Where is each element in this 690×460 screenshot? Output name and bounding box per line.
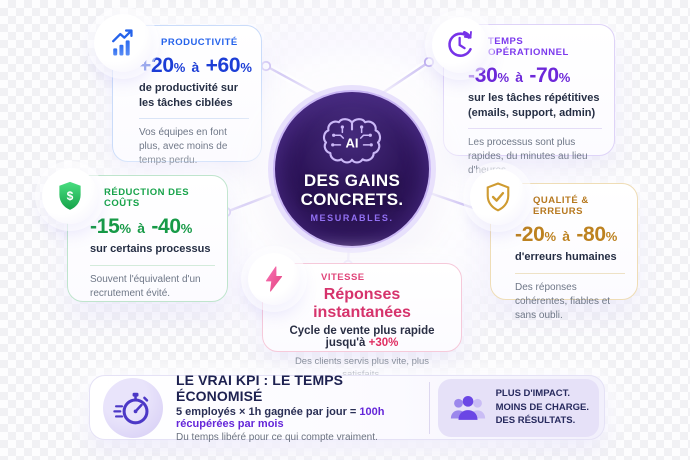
- hub-subtitle: MESURABLES.: [310, 213, 394, 224]
- stopwatch-icon-badge: [103, 377, 163, 438]
- impact-panel: PLUS D'IMPACT. MOINS DE CHARGE. DES RÉSU…: [437, 378, 599, 437]
- operational-heading: TEMPS OPÉRATIONNEL: [488, 36, 569, 58]
- clock-refresh-icon: [448, 30, 472, 57]
- productivity-stat: +20% à +60%: [139, 54, 252, 77]
- productivity-heading: PRODUCTIVITÉ: [161, 37, 238, 48]
- divider: [139, 118, 249, 120]
- speed-highlight: +30%: [368, 337, 399, 349]
- kpi-formula: 5 employés × 1h gagnée par jour = 100h r…: [176, 406, 385, 430]
- cost-subtitle: sur certains processus: [90, 243, 211, 255]
- lightning-icon: [265, 266, 283, 292]
- speed-note: Des clients servis plus vite, plus satis…: [294, 356, 430, 380]
- cost-stat: -15% à -40%: [90, 215, 193, 238]
- svg-text:$: $: [67, 189, 74, 203]
- divider: [468, 128, 602, 130]
- quality-note: Des réponses cohérentes, fiables et sans…: [515, 281, 611, 321]
- speed-line: Cycle de vente plus rapide jusqu'à +30%: [289, 325, 435, 349]
- operational-stat: -30% à -70%: [468, 64, 571, 87]
- quality-heading: QUALITÉ & ERREURS: [533, 195, 589, 217]
- cost-note: Souvent l'équivalent d'un recrutement év…: [90, 273, 201, 299]
- banner-divider: [428, 381, 430, 434]
- quality-icon-badge: [470, 169, 526, 225]
- hub-title-line1: DES GAINS: [303, 170, 401, 190]
- speed-title: Réponses instantanées: [313, 286, 411, 321]
- ai-label: AI: [346, 135, 359, 150]
- card-speed: VITESSE Réponses instantanées Cycle de v…: [262, 263, 462, 380]
- kpi-title: LE VRAI KPI : LE TEMPS ÉCONOMISÉ: [176, 372, 344, 404]
- hub-title-line2: CONCRETS.: [300, 190, 404, 209]
- kpi-banner: LE VRAI KPI : LE TEMPS ÉCONOMISÉ 5 emplo…: [89, 372, 605, 443]
- cost-heading: RÉDUCTION DES COÛTS: [104, 187, 190, 209]
- productivity-subtitle: de productivité sur les tâches ciblées: [139, 82, 239, 109]
- operational-icon-badge: [432, 17, 488, 73]
- impact-line-3: DES RÉSULTATS.: [495, 415, 576, 427]
- kpi-text-block: LE VRAI KPI : LE TEMPS ÉCONOMISÉ 5 emplo…: [176, 372, 427, 443]
- divider: [90, 264, 215, 266]
- trending-bars-icon: [112, 29, 133, 56]
- kpi-note: Du temps libéré pour ce qui compte vraim…: [176, 432, 378, 443]
- shield-dollar-icon: $: [59, 181, 81, 210]
- speed-icon-badge: [248, 253, 300, 305]
- central-hub: AI DES GAINS CONCRETS. MESURABLES.: [273, 90, 431, 248]
- productivity-icon-badge: [94, 14, 152, 72]
- impact-line-1: PLUS D'IMPACT.: [495, 388, 570, 400]
- productivity-note: Vos équipes en font plus, avec moins de …: [139, 127, 228, 167]
- team-icon: [450, 395, 485, 420]
- cost-icon-badge: $: [42, 168, 98, 224]
- stopwatch-icon: [113, 392, 149, 424]
- kpi-formula-highlight: 100h récupérées par mois: [176, 406, 385, 430]
- quality-stat: -20% à -80%: [515, 223, 618, 246]
- impact-line-2: MOINS DE CHARGE.: [495, 401, 589, 413]
- ai-brain-icon: AI: [322, 117, 382, 164]
- divider: [515, 272, 625, 274]
- speed-heading: VITESSE: [321, 272, 365, 283]
- shield-check-icon: [486, 182, 510, 212]
- quality-subtitle: d'erreurs humaines: [515, 251, 617, 263]
- operational-subtitle: sur les tâches répétitives (emails, supp…: [468, 92, 600, 119]
- impact-lines: PLUS D'IMPACT. MOINS DE CHARGE. DES RÉSU…: [496, 387, 589, 427]
